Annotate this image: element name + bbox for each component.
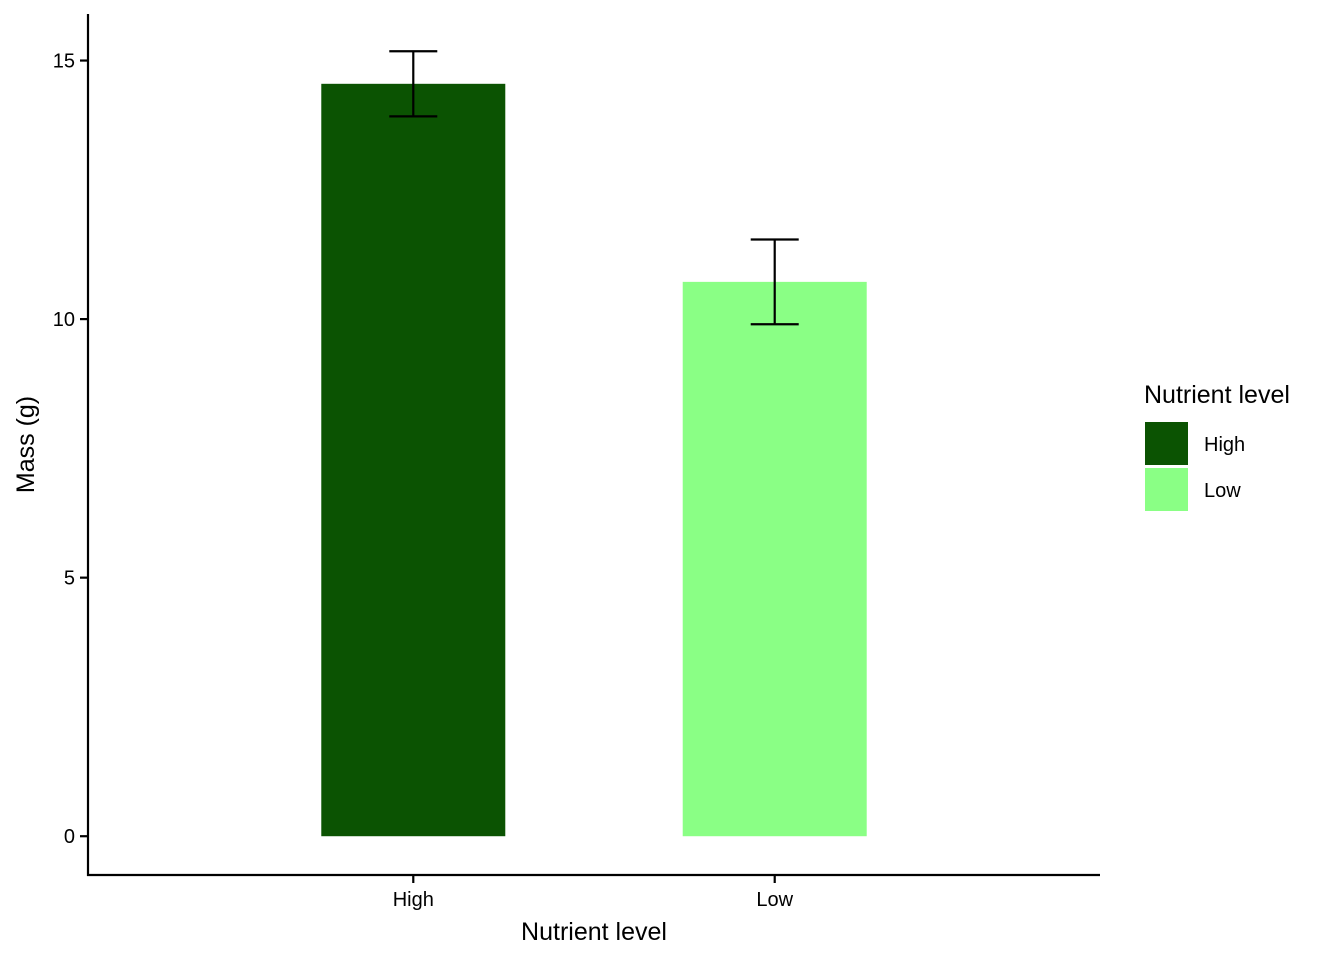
bar-high: [321, 83, 506, 837]
legend-entries: High Low: [1145, 422, 1245, 511]
y-tick-label: 0: [64, 826, 75, 848]
legend-swatch-high: [1145, 422, 1188, 465]
y-tick-label: 10: [53, 309, 75, 331]
x-tick-label: Low: [756, 889, 793, 911]
y-axis-ticks: 0 5 10 15: [53, 51, 88, 848]
bars-group: [321, 83, 867, 837]
legend-title: Nutrient level: [1144, 381, 1290, 409]
legend: Nutrient level High Low: [1144, 381, 1290, 511]
x-axis-ticks: High Low: [393, 875, 794, 911]
error-bars-group: [389, 50, 799, 326]
x-tick-label: High: [393, 889, 434, 911]
bar-low: [682, 281, 867, 837]
x-axis-title: Nutrient level: [521, 918, 667, 946]
legend-label-high: High: [1204, 434, 1245, 456]
y-tick-label: 5: [64, 568, 75, 590]
y-axis-title: Mass (g): [12, 396, 40, 493]
legend-label-low: Low: [1204, 480, 1241, 502]
y-tick-label: 15: [53, 51, 75, 73]
legend-swatch-low: [1145, 468, 1188, 511]
